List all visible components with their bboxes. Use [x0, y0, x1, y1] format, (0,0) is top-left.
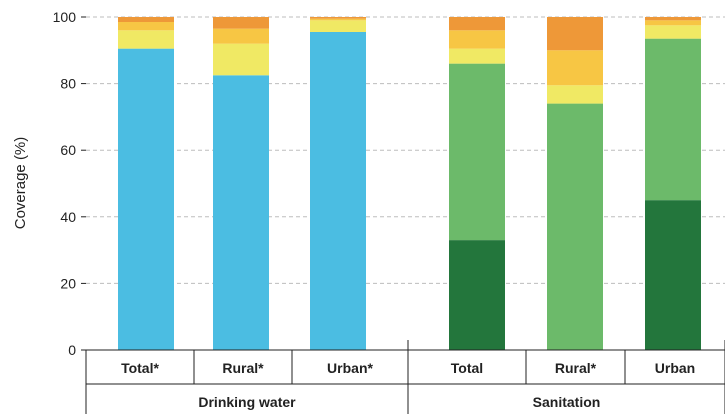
category-label-1-2: Urban	[655, 360, 695, 376]
y-tick-label-100: 100	[53, 9, 77, 25]
bar-segment-1-0-4	[449, 17, 505, 31]
bar-segment-1-1-2	[547, 50, 603, 86]
bar-segment-1-1-0	[547, 103, 603, 350]
gridlines	[86, 16, 725, 284]
bar-segment-1-0-3	[449, 30, 505, 49]
bar-segment-0-2-0	[310, 31, 366, 351]
category-label-1-0: Total	[451, 360, 483, 376]
y-axis-title: Coverage (%)	[12, 137, 29, 230]
y-tick-label-80: 80	[60, 76, 76, 92]
category-label-1-1: Rural*	[555, 360, 597, 376]
bar-segment-1-2-0	[645, 200, 701, 350]
bar-segment-0-2-3	[310, 17, 366, 19]
bar-segment-1-2-2	[645, 25, 701, 39]
bar-segment-0-0-1	[118, 30, 174, 49]
bar-segment-1-2-3	[645, 20, 701, 26]
bar-segment-0-2-2	[310, 18, 366, 21]
category-label-0-0: Total*	[121, 360, 159, 376]
y-tick-label-20: 20	[60, 275, 76, 291]
category-label-0-2: Urban*	[327, 360, 373, 376]
axes	[81, 16, 725, 414]
bar-segment-1-1-1	[547, 85, 603, 104]
bar-segment-1-0-2	[449, 48, 505, 64]
bar-segment-0-0-2	[118, 21, 174, 31]
y-tick-label-40: 40	[60, 209, 76, 225]
bar-segment-1-0-1	[449, 63, 505, 241]
bar-segment-1-1-3	[547, 17, 603, 51]
group-label-0: Drinking water	[198, 394, 296, 410]
bar-segment-1-2-1	[645, 38, 701, 201]
bar-segment-0-1-1	[213, 43, 269, 76]
y-tick-label-0: 0	[68, 342, 76, 358]
bar-segment-0-0-3	[118, 17, 174, 22]
bar-segment-1-0-0	[449, 240, 505, 350]
labels: 0 20 40 60 80 100 Total* Rural* Urban* Drinking w…	[53, 9, 696, 410]
group-label-1: Sanitation	[533, 394, 601, 410]
bars	[118, 17, 701, 351]
bar-segment-0-1-0	[213, 75, 269, 351]
bar-segment-0-0-0	[118, 48, 174, 350]
y-tick-label-60: 60	[60, 142, 76, 158]
bar-segment-1-2-4	[645, 17, 701, 21]
bar-segment-0-1-2	[213, 28, 269, 44]
bar-segment-0-1-3	[213, 17, 269, 29]
category-label-0-1: Rural*	[222, 360, 264, 376]
bar-segment-0-2-1	[310, 20, 366, 32]
